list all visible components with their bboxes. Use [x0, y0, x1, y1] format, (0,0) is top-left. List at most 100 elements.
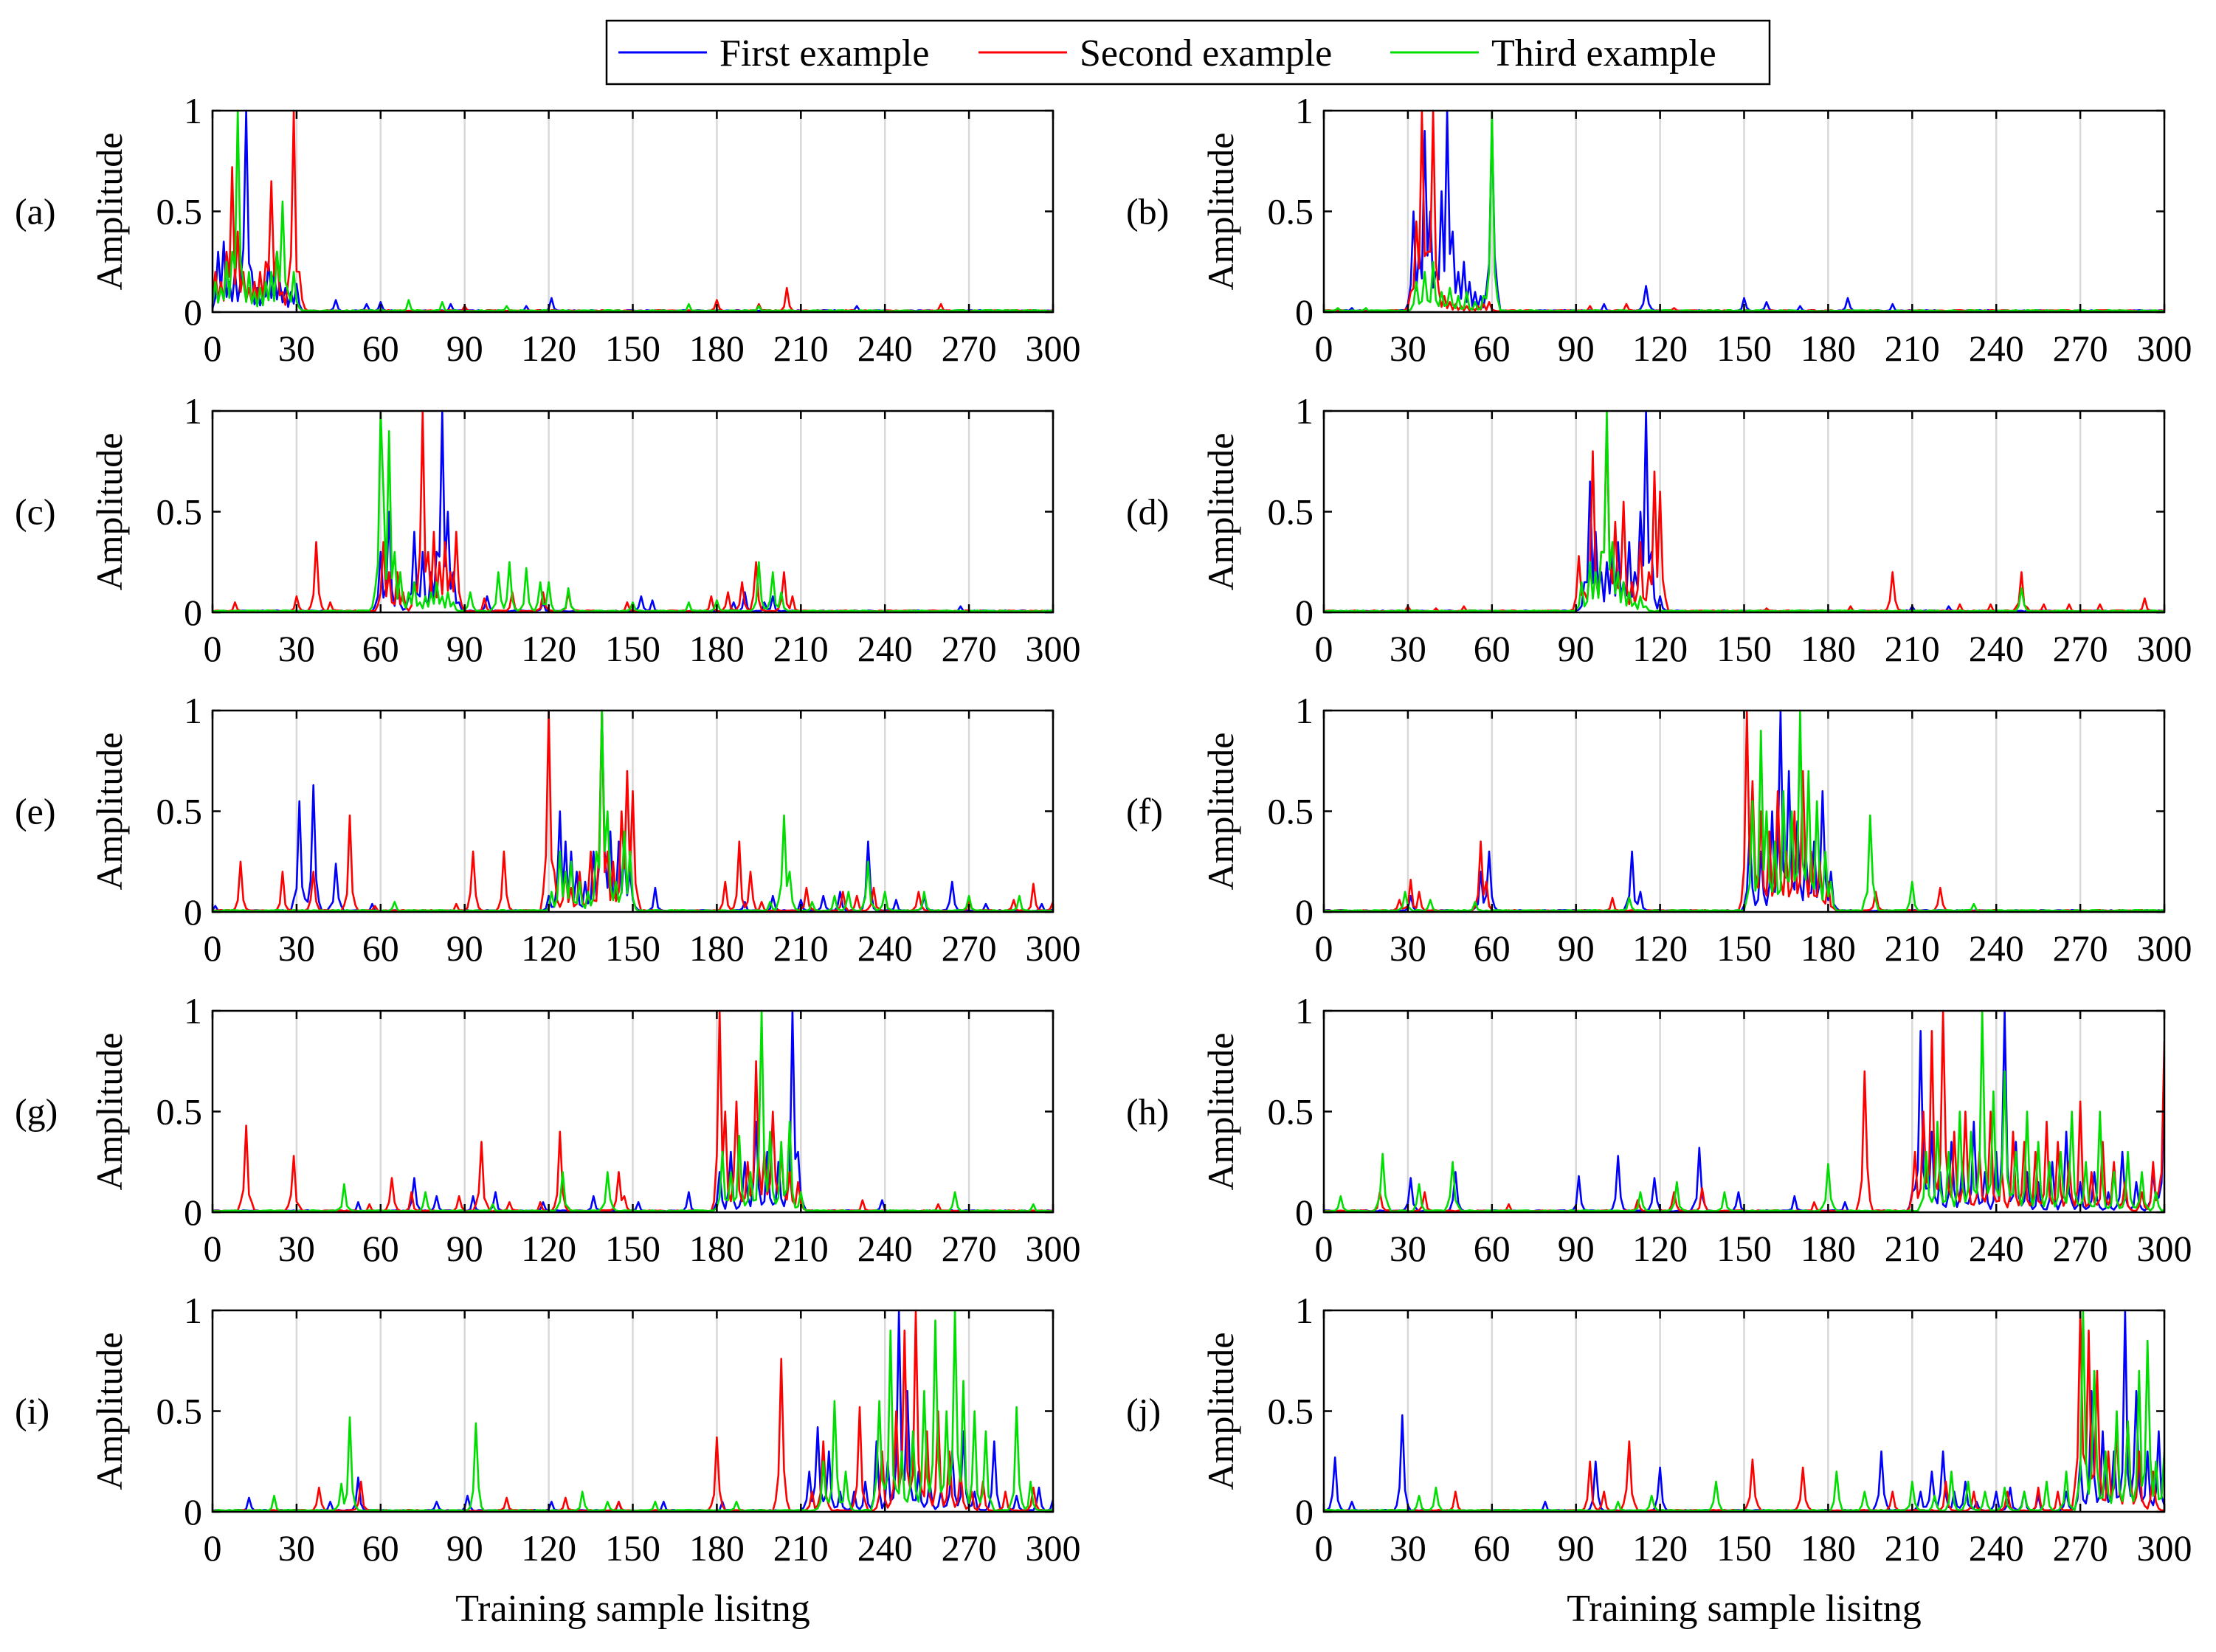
panel-label: (e) [15, 791, 56, 832]
x-axis-label: Training sample lisitng [1567, 1588, 1922, 1630]
y-tick-label: 0.5 [156, 191, 203, 232]
panel-label: (h) [1126, 1091, 1169, 1133]
x-tick-label: 30 [1390, 328, 1426, 369]
y-axis-label: Amplitude [1200, 1033, 1241, 1191]
x-tick-label: 300 [1026, 1228, 1081, 1269]
x-tick-label: 120 [521, 1527, 576, 1569]
third-example-line [213, 709, 1053, 913]
panel-grid: 0 30 60 90 120 150 180 210 240 270 30000.51Amplitu… [15, 90, 2192, 1630]
panel: 0 30 60 90 120 150 180 210 240 270 300 0 0.5 1 Amplitu… [15, 90, 1081, 369]
x-tick-label: 180 [1801, 628, 1856, 669]
x-tick-label: 60 [362, 927, 399, 969]
x-tick-label: 270 [2053, 628, 2108, 669]
x-tick-label: 300 [1026, 628, 1081, 669]
x-tick-label: 150 [1716, 1527, 1772, 1569]
legend-item: First example [618, 32, 930, 75]
x-tick-label: 120 [521, 927, 576, 969]
x-tick-label: 270 [2053, 1228, 2108, 1269]
x-tick-label: 180 [689, 927, 745, 969]
y-tick-label: 1 [1295, 390, 1314, 432]
x-tick-label: 270 [942, 1527, 997, 1569]
panel-label: (i) [15, 1391, 49, 1432]
y-tick-label: 1 [1295, 990, 1314, 1031]
x-tick-label: 270 [2053, 328, 2108, 369]
x-tick-label: 300 [1026, 1527, 1081, 1569]
legend-label: Third example [1491, 32, 1716, 75]
x-tick-label: 90 [1558, 927, 1595, 969]
x-tick-label: 180 [1801, 1228, 1856, 1269]
x-tick-label: 0 [204, 1527, 222, 1569]
x-tick-label: 90 [446, 328, 483, 369]
x-tick-label: 210 [1885, 628, 1940, 669]
x-tick-label: 150 [1716, 927, 1772, 969]
x-tick-label: 120 [521, 1228, 576, 1269]
x-tick-label: 30 [1390, 927, 1426, 969]
x-tick-label: 120 [1632, 328, 1688, 369]
x-tick-label: 0 [1315, 628, 1333, 669]
x-tick-label: 0 [204, 1228, 222, 1269]
x-tick-label: 270 [942, 328, 997, 369]
y-tick-label: 0 [184, 1192, 202, 1233]
x-tick-label: 150 [605, 328, 660, 369]
legend-label: First example [719, 32, 930, 75]
panel-label: (c) [15, 491, 56, 533]
panel-label: (d) [1126, 491, 1169, 533]
x-tick-label: 210 [1885, 1527, 1940, 1569]
x-tick-label: 60 [362, 628, 399, 669]
x-tick-label: 120 [521, 628, 576, 669]
x-tick-label: 210 [773, 328, 829, 369]
x-tick-label: 150 [605, 628, 660, 669]
y-tick-label: 0.5 [1268, 791, 1314, 832]
panel-label: (b) [1126, 191, 1169, 232]
y-tick-label: 0 [1295, 1491, 1314, 1532]
x-tick-label: 210 [773, 1228, 829, 1269]
y-tick-label: 1 [184, 1290, 202, 1331]
x-tick-label: 240 [1969, 927, 2024, 969]
x-tick-label: 270 [2053, 927, 2108, 969]
y-tick-label: 0.5 [156, 491, 203, 533]
x-tick-label: 60 [1474, 628, 1511, 669]
x-tick-label: 120 [1632, 927, 1688, 969]
x-tick-label: 240 [1969, 628, 2024, 669]
y-tick-label: 1 [1295, 690, 1314, 731]
x-tick-label: 180 [1801, 1527, 1856, 1569]
panel-label: (f) [1126, 791, 1163, 832]
panel: 0 30 60 90 120 150 180 210 240 270 300 0 0.5 1 Amplitu… [1126, 1290, 2192, 1630]
third-example-line [213, 409, 1053, 613]
y-tick-label: 0.5 [156, 1391, 203, 1432]
x-tick-label: 90 [446, 1228, 483, 1269]
legend-box [605, 19, 1771, 86]
x-tick-label: 30 [1390, 1228, 1426, 1269]
x-tick-label: 120 [521, 328, 576, 369]
y-tick-label: 0.5 [156, 1091, 203, 1133]
panel: 0 30 60 90 120 150 180 210 240 270 300 0 0.5 1 Amplitu… [15, 690, 1081, 969]
x-tick-label: 60 [1474, 1527, 1511, 1569]
x-tick-label: 0 [204, 927, 222, 969]
x-tick-label: 60 [1474, 328, 1511, 369]
y-tick-label: 1 [184, 390, 202, 432]
x-tick-label: 210 [773, 628, 829, 669]
x-tick-label: 240 [1969, 1228, 2024, 1269]
legend-item: Second example [978, 32, 1332, 75]
y-tick-label: 1 [1295, 90, 1314, 131]
x-tick-label: 300 [2137, 927, 2192, 969]
y-tick-label: 0.5 [1268, 1391, 1314, 1432]
x-tick-label: 150 [605, 927, 660, 969]
x-tick-label: 210 [1885, 328, 1940, 369]
x-tick-label: 120 [1632, 1527, 1688, 1569]
x-tick-label: 0 [1315, 927, 1333, 969]
x-tick-label: 210 [773, 927, 829, 969]
x-tick-label: 90 [1558, 1228, 1595, 1269]
x-tick-label: 30 [278, 927, 315, 969]
x-tick-label: 90 [446, 927, 483, 969]
x-tick-label: 90 [1558, 628, 1595, 669]
y-tick-label: 0 [184, 1491, 202, 1532]
panel: 0 30 60 90 120 150 180 210 240 270 300 0 0.5 1 Amplitu… [1126, 90, 2192, 369]
legend: First example Second example Third example [605, 19, 1771, 86]
y-axis-label: Amplitude [1200, 1333, 1241, 1490]
x-tick-label: 300 [2137, 628, 2192, 669]
x-tick-label: 0 [1315, 328, 1333, 369]
y-tick-label: 0 [1295, 1192, 1314, 1233]
x-tick-label: 270 [942, 1228, 997, 1269]
x-tick-label: 240 [1969, 328, 2024, 369]
